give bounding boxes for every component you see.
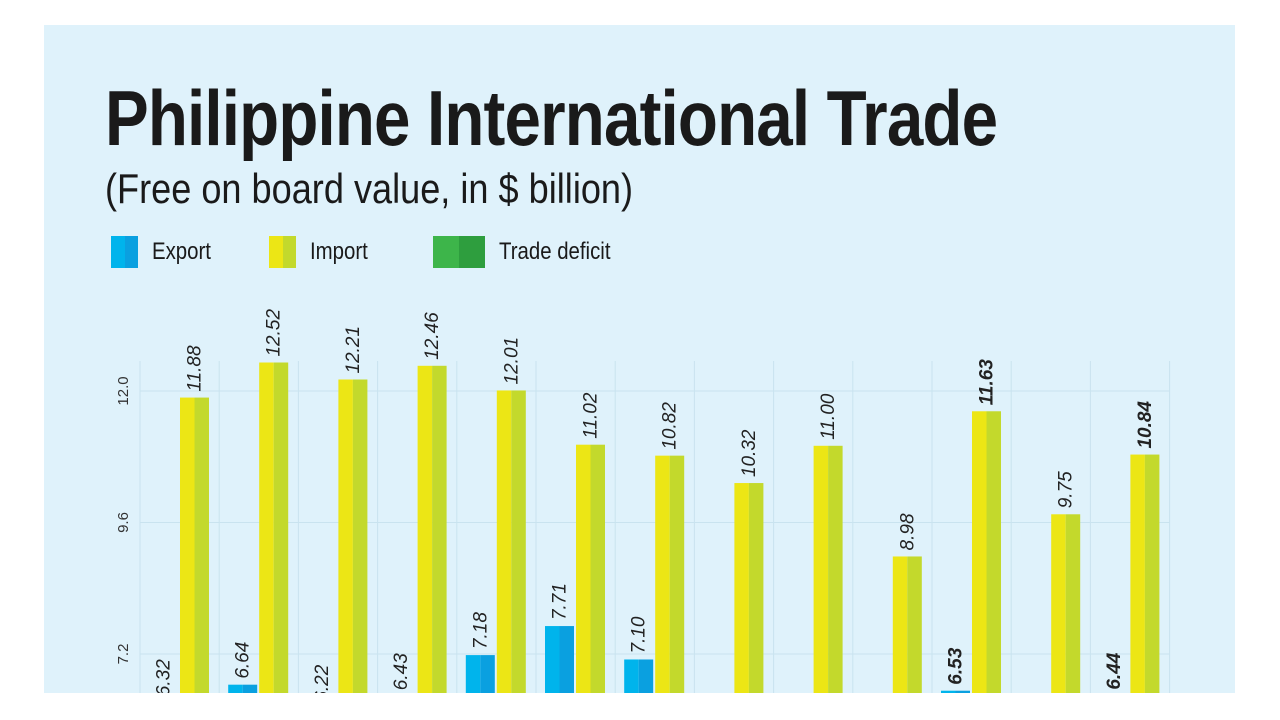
import-bar	[892, 556, 908, 693]
chart-title: Philippine International Trade	[105, 74, 998, 162]
legend-import: Import	[269, 236, 378, 268]
infographic-panel: Philippine International Trade (Free on …	[44, 25, 1235, 693]
import-data-label: 11.88	[185, 345, 206, 392]
import-data-label: 9.75	[1056, 471, 1077, 508]
import-bar-shade	[1065, 514, 1081, 693]
legend-label-export: Export	[152, 238, 211, 265]
import-bar-shade	[590, 444, 605, 693]
export-bar-shade	[955, 690, 970, 693]
legend-trade-deficit: Trade deficit	[433, 236, 630, 268]
bar-chart: 12.0 9.6 7.2 6.32 6.64 6.22 6.43 7.18 7.71 7.10 6.…	[115, 309, 1171, 693]
legend-label-import: Import	[310, 238, 368, 265]
export-data-label: 6.43	[391, 653, 412, 690]
export-bar-shade	[559, 626, 574, 693]
export-data-label: 6.22	[312, 664, 333, 693]
legend-swatch-trade-deficit	[433, 236, 485, 268]
import-data-label: 10.32	[739, 429, 760, 477]
import-bar-shade	[352, 379, 368, 693]
chart-subtitle: (Free on board value, in $ billion)	[105, 165, 634, 212]
import-bar-shade	[432, 365, 447, 693]
export-data-label: 7.71	[550, 583, 571, 620]
legend-export: Export	[111, 236, 221, 268]
export-bar	[941, 690, 956, 693]
import-bar-shade	[1144, 454, 1160, 693]
import-data-label: 11.00	[818, 393, 839, 440]
import-bar	[180, 397, 195, 693]
y-tick-label: 9.6	[115, 512, 132, 533]
import-data-label: 11.02	[581, 392, 602, 439]
import-data-label: 11.63	[977, 359, 998, 406]
import-data-label: 12.21	[343, 326, 364, 374]
export-bar-shade	[480, 655, 495, 693]
import-bar	[734, 483, 749, 693]
import-bar-shade	[828, 445, 843, 693]
import-bar-shade	[194, 397, 209, 693]
import-data-label: 10.82	[660, 402, 681, 450]
import-bar	[417, 365, 433, 693]
import-bar	[338, 379, 353, 693]
import-bar-shade	[748, 483, 764, 693]
import-data-label: 12.01	[501, 337, 522, 385]
import-bar	[813, 445, 829, 693]
import-bar-shade	[669, 455, 685, 693]
import-bar	[496, 390, 512, 693]
import-bar	[259, 362, 274, 693]
export-bar-shade	[242, 684, 258, 693]
import-bar	[972, 411, 987, 693]
export-data-label: 6.53	[946, 647, 967, 684]
import-bar-shade	[986, 411, 1001, 693]
export-data-label: 6.44	[1104, 652, 1125, 689]
legend-swatch-import	[269, 236, 296, 268]
legend-label-trade-deficit: Trade deficit	[499, 238, 611, 265]
import-bar-shade	[273, 362, 289, 693]
export-bar	[624, 659, 639, 693]
export-bar	[465, 655, 481, 693]
export-bar-shade	[638, 659, 654, 693]
export-bar	[228, 684, 243, 693]
import-data-label: 10.84	[1135, 401, 1156, 449]
import-bar-shade	[511, 390, 526, 693]
import-bar-shade	[907, 556, 922, 693]
export-data-label: 7.18	[470, 612, 491, 649]
y-tick-label: 7.2	[115, 644, 132, 665]
export-bar	[545, 626, 560, 693]
import-bar	[655, 455, 670, 693]
import-data-label: 12.52	[264, 309, 285, 357]
export-data-label: 6.64	[233, 642, 254, 679]
import-bar	[1130, 454, 1145, 693]
import-data-label: 8.98	[897, 513, 918, 550]
y-tick-label: 12.0	[115, 376, 132, 405]
export-data-label: 6.32	[154, 659, 175, 693]
import-bar	[1051, 514, 1066, 693]
import-data-label: 12.46	[422, 312, 443, 360]
legend-swatch-export	[111, 236, 138, 268]
import-bar	[576, 444, 591, 693]
export-data-label: 7.10	[629, 616, 650, 653]
